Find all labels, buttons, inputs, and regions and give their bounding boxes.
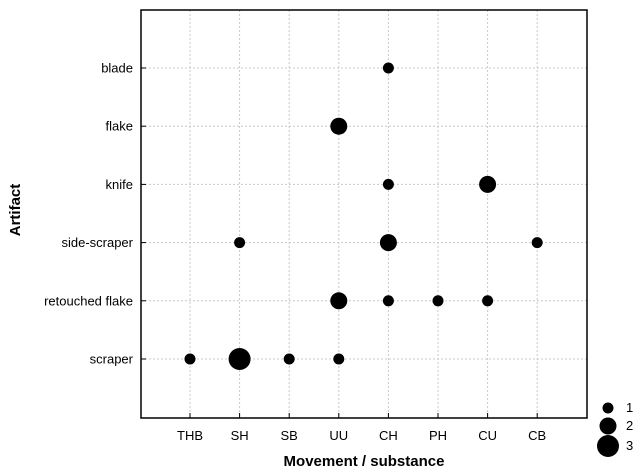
- data-point-scraper-UU: [333, 353, 345, 365]
- legend-label: 2: [626, 418, 633, 433]
- plot-frame: [140, 9, 588, 419]
- x-tick-label: CH: [379, 428, 398, 443]
- x-tick-label: CU: [478, 428, 497, 443]
- data-point-side-scraper-CB: [531, 237, 543, 249]
- data-point-flake-UU: [330, 117, 348, 135]
- legend-label: 3: [626, 438, 633, 453]
- y-tick-label: knife: [106, 177, 133, 192]
- x-axis-ticks: THB SH SB UU CH PH CU CB: [177, 413, 546, 443]
- data-point-side-scraper-CH: [379, 234, 397, 252]
- y-tick-label: blade: [101, 61, 133, 76]
- legend-marker-1: [602, 402, 614, 414]
- data-point-side-scraper-SH: [234, 237, 246, 249]
- y-axis-title: Artifact: [7, 184, 24, 237]
- grid-layer: [141, 10, 587, 418]
- data-point-blade-CH: [382, 62, 394, 74]
- legend-marker-3: [597, 435, 619, 457]
- data-point-retouched-flake-PH: [432, 295, 444, 307]
- x-tick-label: PH: [429, 428, 447, 443]
- x-tick-label: SB: [281, 428, 298, 443]
- y-tick-label: scraper: [90, 352, 134, 367]
- data-point-knife-CH: [382, 178, 394, 190]
- x-tick-label: SH: [231, 428, 249, 443]
- y-tick-label: retouched flake: [44, 293, 133, 308]
- legend-label: 1: [626, 400, 633, 415]
- data-point-scraper-SB: [283, 353, 295, 365]
- data-point-retouched-flake-CU: [482, 295, 494, 307]
- x-tick-label: THB: [177, 428, 203, 443]
- x-axis-title: Movement / substance: [284, 453, 445, 470]
- x-tick-label: UU: [329, 428, 348, 443]
- y-tick-label: flake: [106, 119, 133, 134]
- data-point-scraper-SH: [228, 348, 251, 370]
- data-point-knife-CU: [479, 175, 497, 193]
- legend-marker-2: [599, 417, 617, 435]
- size-legend: 1 2 3: [597, 400, 633, 457]
- y-axis-ticks: scraper retouched flake side-scraper knife f…: [44, 61, 146, 367]
- data-point-scraper-THB: [184, 353, 196, 365]
- data-point-retouched-flake-UU: [330, 292, 348, 310]
- data-point-retouched-flake-CH: [382, 295, 394, 307]
- y-tick-label: side-scraper: [61, 235, 133, 250]
- data-points: [184, 62, 543, 370]
- x-tick-label: CB: [528, 428, 546, 443]
